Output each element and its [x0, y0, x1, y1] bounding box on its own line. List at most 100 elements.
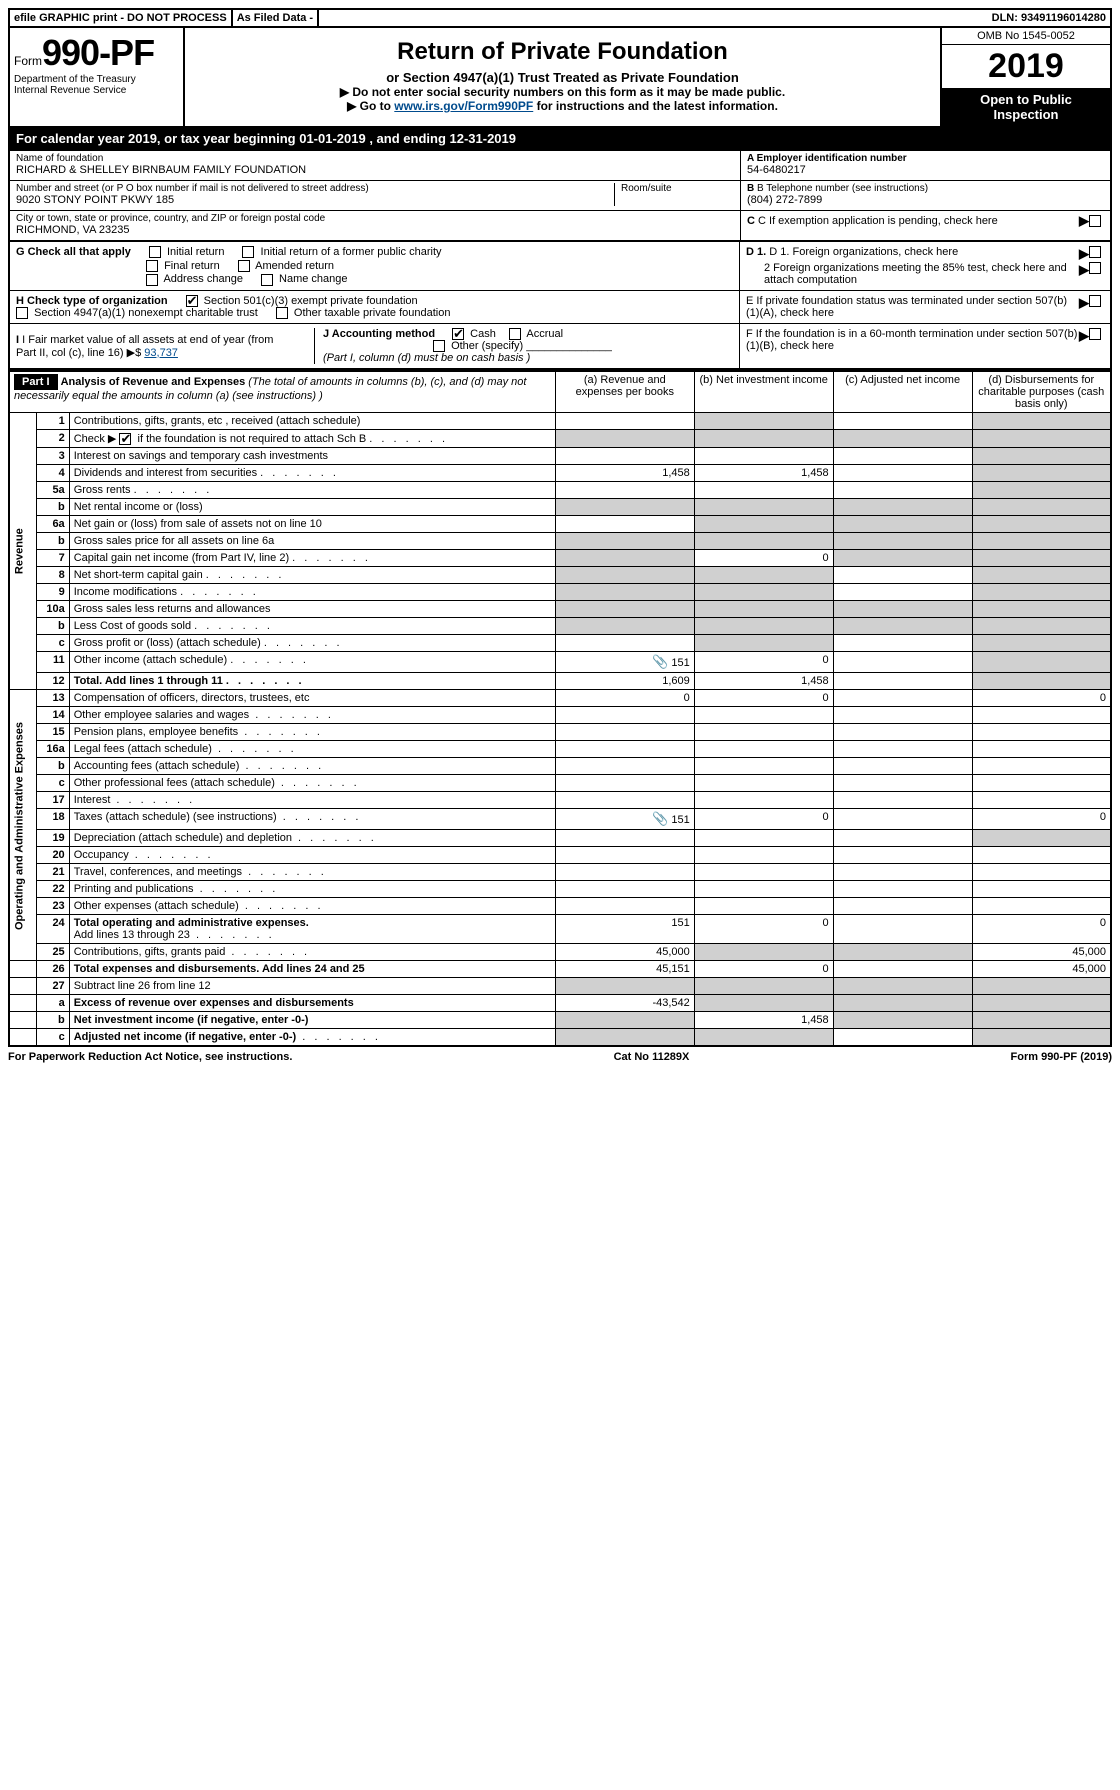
irs-link[interactable]: www.irs.gov/Form990PF: [394, 99, 533, 113]
501c3-checkbox[interactable]: [186, 295, 198, 307]
r18: Taxes (attach schedule) (see instruction…: [74, 811, 277, 823]
r4a: 1,458: [555, 465, 694, 482]
r5a: Gross rents: [74, 484, 131, 496]
r18d: 0: [972, 809, 1111, 830]
r19: Depreciation (attach schedule) and deple…: [74, 832, 292, 844]
ein-value: 54-6480217: [747, 164, 1104, 176]
r1: Contributions, gifts, grants, etc , rece…: [69, 413, 555, 430]
j-note: (Part I, column (d) must be on cash basi…: [323, 352, 530, 364]
clip-icon[interactable]: 📎: [652, 811, 668, 826]
schb-checkbox[interactable]: [119, 433, 131, 445]
form-number: 990-PF: [42, 32, 154, 73]
top-bar: efile GRAPHIC print - DO NOT PROCESS As …: [8, 8, 1112, 28]
r11b: 0: [694, 652, 833, 673]
r26a: 45,151: [555, 961, 694, 978]
g-label: G Check all that apply: [16, 246, 131, 258]
omb-number: OMB No 1545-0052: [942, 28, 1110, 45]
r3: Interest on savings and temporary cash i…: [69, 448, 555, 465]
arrow-icon: ▶: [1079, 213, 1089, 229]
fmv-link[interactable]: 93,737: [144, 347, 178, 359]
name-change-checkbox[interactable]: [261, 274, 273, 286]
4947-checkbox[interactable]: [16, 307, 28, 319]
r4: Dividends and interest from securities: [74, 467, 257, 479]
r11: Other income (attach schedule): [74, 654, 227, 666]
part1-table: Part I Analysis of Revenue and Expenses …: [8, 370, 1112, 1047]
tax-year: 2019: [942, 45, 1110, 88]
footer-mid: Cat No 11289X: [614, 1051, 690, 1063]
initial-return-checkbox[interactable]: [149, 246, 161, 258]
r24a: 151: [555, 915, 694, 944]
r27: Subtract line 26 from line 12: [69, 978, 555, 995]
r5b: Net rental income or (loss): [69, 499, 555, 516]
city-label: City or town, state or province, country…: [16, 213, 734, 224]
page-footer: For Paperwork Reduction Act Notice, see …: [8, 1047, 1112, 1063]
dept-treasury: Department of the Treasury: [14, 74, 179, 85]
footer-right: Form 990-PF (2019): [1011, 1051, 1112, 1063]
e-checkbox[interactable]: [1089, 295, 1101, 307]
r13b: 0: [694, 690, 833, 707]
d2-checkbox[interactable]: [1089, 262, 1101, 274]
r27b: Net investment income (if negative, ente…: [74, 1014, 309, 1026]
r11a: 151: [671, 657, 689, 669]
r25: Contributions, gifts, grants paid: [74, 946, 226, 958]
f-label: F If the foundation is in a 60-month ter…: [746, 328, 1079, 352]
r20: Occupancy: [74, 849, 129, 861]
j-label: J Accounting method: [323, 328, 435, 340]
phone-value: (804) 272-7899: [747, 194, 1104, 206]
cash-checkbox[interactable]: [452, 328, 464, 340]
identification-block: Name of foundation RICHARD & SHELLEY BIR…: [8, 151, 1112, 242]
r10c: Gross profit or (loss) (attach schedule): [74, 637, 261, 649]
r24d: 0: [972, 915, 1111, 944]
form-note1: ▶ Do not enter social security numbers o…: [197, 85, 928, 99]
d2-label: 2 Foreign organizations meeting the 85% …: [764, 262, 1079, 286]
r21: Travel, conferences, and meetings: [74, 866, 242, 878]
clip-icon[interactable]: 📎: [652, 654, 668, 669]
part1-title: Analysis of Revenue and Expenses: [61, 376, 246, 388]
r10a: Gross sales less returns and allowances: [69, 601, 555, 618]
r14: Other employee salaries and wages: [74, 709, 249, 721]
address-change-checkbox[interactable]: [146, 274, 158, 286]
name-label: Name of foundation: [16, 153, 734, 164]
r23: Other expenses (attach schedule): [74, 900, 239, 912]
r2: Check ▶ if the foundation is not require…: [69, 430, 555, 448]
r13: Compensation of officers, directors, tru…: [69, 690, 555, 707]
asfiled-label: As Filed Data -: [233, 10, 319, 26]
r13d: 0: [972, 690, 1111, 707]
r6a: Net gain or (loss) from sale of assets n…: [69, 516, 555, 533]
r9: Income modifications: [74, 586, 177, 598]
initial-public-checkbox[interactable]: [242, 246, 254, 258]
r25d: 45,000: [972, 944, 1111, 961]
r4b: 1,458: [694, 465, 833, 482]
r26: Total expenses and disbursements. Add li…: [69, 961, 555, 978]
form-note2-post: for instructions and the latest informat…: [533, 99, 778, 113]
d1-checkbox[interactable]: [1089, 246, 1101, 258]
other-org-checkbox[interactable]: [276, 307, 288, 319]
calendar-year: For calendar year 2019, or tax year begi…: [8, 128, 1112, 151]
r12a: 1,609: [555, 673, 694, 690]
r10b: Less Cost of goods sold: [74, 620, 191, 632]
accrual-checkbox[interactable]: [509, 328, 521, 340]
exemption-checkbox[interactable]: [1089, 215, 1101, 227]
other-method-checkbox[interactable]: [433, 340, 445, 352]
r27aa: -43,542: [555, 995, 694, 1012]
r26b: 0: [694, 961, 833, 978]
final-return-checkbox[interactable]: [146, 260, 158, 272]
address-label: Number and street (or P O box number if …: [16, 183, 614, 194]
r27a: Excess of revenue over expenses and disb…: [69, 995, 555, 1012]
col-b-header: (b) Net investment income: [694, 371, 833, 413]
revenue-side: Revenue: [9, 413, 37, 690]
form-header: Form990-PF Department of the Treasury In…: [8, 28, 1112, 128]
part1-label: Part I: [14, 374, 58, 390]
phone-label: B B Telephone number (see instructions): [747, 183, 1104, 194]
amended-checkbox[interactable]: [238, 260, 250, 272]
dln-label: DLN: 93491196014280: [988, 10, 1110, 26]
r15: Pension plans, employee benefits: [74, 726, 239, 738]
dept-irs: Internal Revenue Service: [14, 85, 179, 96]
form-title: Return of Private Foundation: [197, 38, 928, 66]
footer-left: For Paperwork Reduction Act Notice, see …: [8, 1051, 292, 1063]
r27bb: 1,458: [694, 1012, 833, 1029]
r7b: 0: [694, 550, 833, 567]
open-public: Open to Public Inspection: [942, 88, 1110, 126]
f-checkbox[interactable]: [1089, 328, 1101, 340]
r17: Interest: [74, 794, 111, 806]
